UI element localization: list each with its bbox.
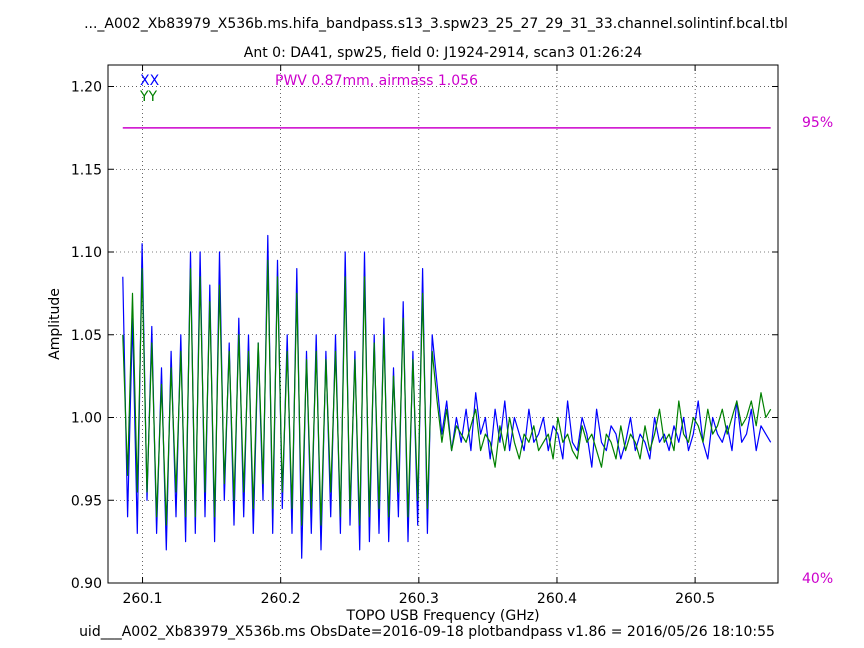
legend-yy: YY (139, 89, 158, 105)
y-tick-labels: 0.90 0.95 1.00 1.05 1.10 1.15 1.20 (71, 80, 102, 592)
x-tick-label: 260.1 (122, 591, 162, 607)
y-tick-label: 1.05 (71, 328, 102, 344)
chart-subtitle: Ant 0: DA41, spw25, field 0: J1924-2914,… (244, 45, 642, 61)
x-tick-label: 260.4 (537, 591, 577, 607)
x-tick-label: 260.5 (675, 591, 715, 607)
plot-frame (107, 64, 779, 584)
chart-title: ..._A002_Xb83979_X536b.ms.hifa_bandpass.… (84, 16, 788, 32)
pwv-annotation: PWV 0.87mm, airmass 1.056 (275, 73, 478, 89)
right-bottom-label: 40% (802, 571, 833, 587)
x-tick-label: 260.2 (261, 591, 301, 607)
y-axis-label: Amplitude (47, 288, 63, 360)
legend-xx: XX (140, 73, 160, 89)
y-tick-label: 1.00 (71, 411, 102, 427)
series-lines (122, 234, 772, 559)
series-line-yy (122, 259, 772, 526)
y-tick-label: 0.95 (71, 493, 102, 509)
axis-ticks (108, 65, 778, 584)
y-tick-label: 1.10 (71, 245, 102, 261)
y-tick-label: 1.20 (71, 80, 102, 96)
y-tick-label: 0.90 (71, 576, 102, 592)
x-tick-labels: 260.1 260.2 260.3 260.4 260.5 (122, 591, 715, 607)
footer-text: uid___A002_Xb83979_X536b.ms ObsDate=2016… (79, 624, 775, 640)
y-tick-label: 1.15 (71, 162, 102, 178)
right-top-label: 95% (802, 115, 833, 131)
x-tick-label: 260.3 (399, 591, 439, 607)
x-axis-label: TOPO USB Frequency (GHz) (345, 608, 539, 624)
